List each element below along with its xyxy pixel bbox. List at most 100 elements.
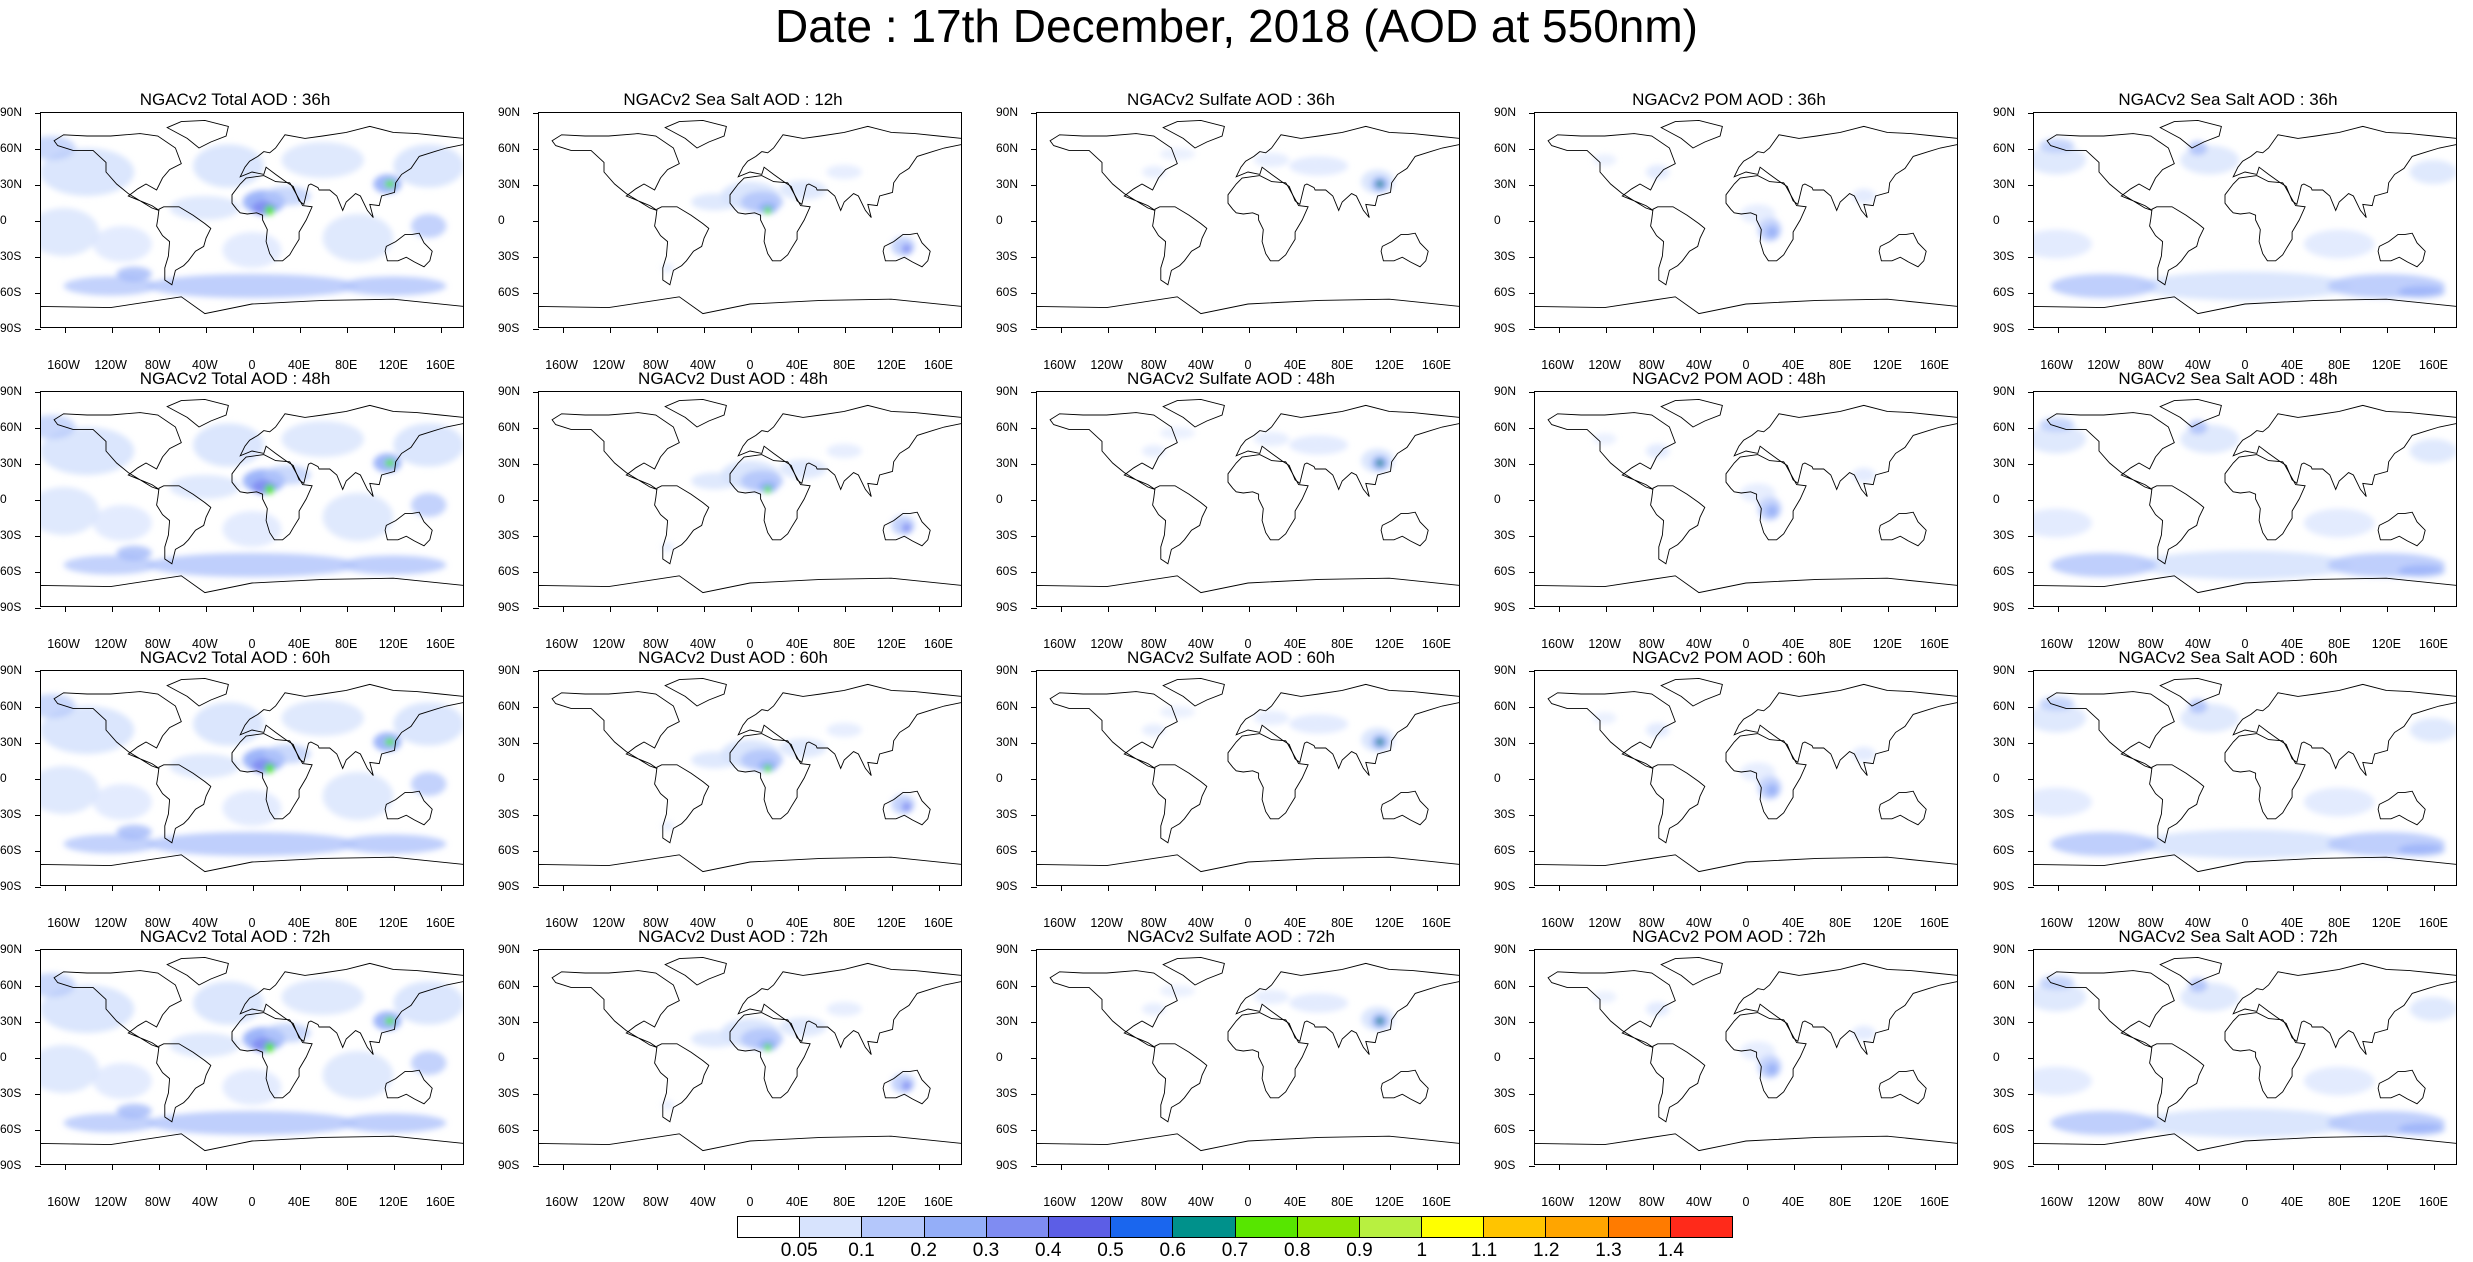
- lon-tick: [158, 606, 160, 612]
- aod-plume: [2033, 787, 2092, 817]
- lon-label: 40E: [785, 1195, 809, 1209]
- lon-tick: [253, 885, 254, 891]
- aod-plume: [1376, 1017, 1384, 1025]
- aod-plume: [40, 766, 99, 814]
- colorbar-label: 1.3: [1595, 1240, 1622, 1261]
- lon-tick: [845, 606, 847, 612]
- coastlines: [40, 119, 464, 328]
- continent-outline: [551, 133, 680, 211]
- aod-plume: [193, 144, 264, 188]
- lat-label: 90N: [498, 942, 521, 956]
- coastlines: [538, 398, 962, 607]
- aod-field: [40, 973, 464, 1135]
- panel-title: NGACv2 Sulfate AOD : 72h: [1127, 927, 1335, 946]
- aod-plume: [826, 443, 862, 459]
- aod-plume: [1852, 1025, 1876, 1041]
- lon-label: 40W: [1686, 637, 1712, 651]
- continent-outline: [882, 511, 931, 547]
- lat-label: 30N: [996, 1014, 1019, 1028]
- lat-label: 90S: [0, 321, 22, 335]
- lon-label: 80W: [1638, 637, 1665, 651]
- lat-label: 30S: [498, 528, 520, 542]
- antarctica-outline: [40, 854, 464, 886]
- aod-plume: [2050, 832, 2157, 856]
- map-frame: [533, 112, 962, 333]
- lon-label: 160W: [2040, 916, 2073, 930]
- lat-label: 60N: [1494, 699, 1517, 713]
- continent-outline: [1733, 683, 1958, 776]
- lat-tick: [1031, 851, 1037, 852]
- lon-tick: [1249, 327, 1250, 333]
- lat-label: 30N: [498, 456, 521, 470]
- continent-outline: [1547, 412, 1676, 490]
- continent-outline: [729, 1012, 811, 1099]
- aod-plume: [826, 164, 862, 180]
- lon-tick: [2057, 1164, 2059, 1170]
- lat-tick: [35, 815, 41, 816]
- lat-label: 30S: [1494, 807, 1516, 821]
- lat-label: 0: [498, 213, 505, 227]
- lat-label: 30N: [498, 1014, 521, 1028]
- lon-tick: [609, 327, 611, 333]
- lat-label: 0: [1494, 213, 1501, 227]
- aod-plume: [116, 266, 152, 282]
- aod-plume: [322, 1051, 394, 1099]
- lon-label: 160W: [47, 358, 80, 372]
- lat-label: 30N: [1993, 177, 2016, 191]
- lat-tick: [35, 1022, 41, 1023]
- lon-tick: [609, 606, 611, 612]
- map-frame: [35, 670, 464, 891]
- aod-plume: [169, 1033, 241, 1057]
- aod-plume: [661, 263, 674, 273]
- lat-label: 60N: [0, 141, 23, 155]
- aod-plume: [116, 1103, 152, 1119]
- lon-label: 80E: [1829, 358, 1852, 372]
- colorbar: [737, 1216, 1733, 1238]
- lon-tick: [1249, 606, 1250, 612]
- lon-tick: [1107, 327, 1109, 333]
- lat-label: 60N: [0, 978, 23, 992]
- lat-label: 0: [0, 492, 7, 506]
- lat-label: 0: [498, 492, 505, 506]
- lat-label: 60S: [0, 564, 22, 578]
- continent-outline: [737, 404, 962, 497]
- lat-label: 0: [0, 771, 7, 785]
- lon-tick: [111, 327, 113, 333]
- lat-label: 60N: [498, 141, 521, 155]
- lat-tick: [1529, 743, 1535, 744]
- aod-plume: [169, 475, 241, 499]
- map-frame: [533, 670, 962, 891]
- map-panel: NGACv2 POM AOD : 72h 90N 60N 30N 0 30S 60S 90S 1…: [1494, 927, 1964, 1209]
- lon-label: 120E: [876, 358, 906, 372]
- lat-label: 90S: [1494, 600, 1516, 614]
- lon-tick: [2104, 885, 2106, 891]
- lon-label: 0: [746, 1195, 754, 1209]
- aod-plume: [779, 738, 827, 758]
- aod-plume: [93, 505, 152, 541]
- map-frame: [533, 949, 962, 1170]
- lat-label: 90N: [996, 663, 1019, 677]
- lat-tick: [1031, 185, 1037, 186]
- lat-tick: [35, 608, 41, 609]
- lat-tick: [1031, 1130, 1037, 1131]
- lon-label: 0: [746, 637, 754, 651]
- lat-tick: [1529, 1094, 1535, 1095]
- continent-outline: [729, 733, 811, 820]
- lat-tick: [533, 1022, 539, 1023]
- antarctica-outline: [40, 575, 464, 607]
- continent-outline: [2224, 1012, 2306, 1099]
- continent-outline: [1049, 970, 1178, 1048]
- coastlines: [40, 398, 464, 607]
- lon-tick: [1794, 885, 1796, 891]
- lat-label: 90S: [0, 600, 22, 614]
- lon-tick: [2246, 606, 2247, 612]
- aod-plume: [2033, 424, 2086, 454]
- lat-label: 60S: [0, 285, 22, 299]
- continent-outline: [1733, 404, 1958, 497]
- continent-outline: [1227, 175, 1309, 262]
- aod-plume: [661, 542, 674, 552]
- lat-label: 60N: [498, 699, 521, 713]
- aod-plume: [281, 142, 364, 178]
- continent-outline: [2149, 485, 2205, 565]
- lon-tick: [347, 885, 349, 891]
